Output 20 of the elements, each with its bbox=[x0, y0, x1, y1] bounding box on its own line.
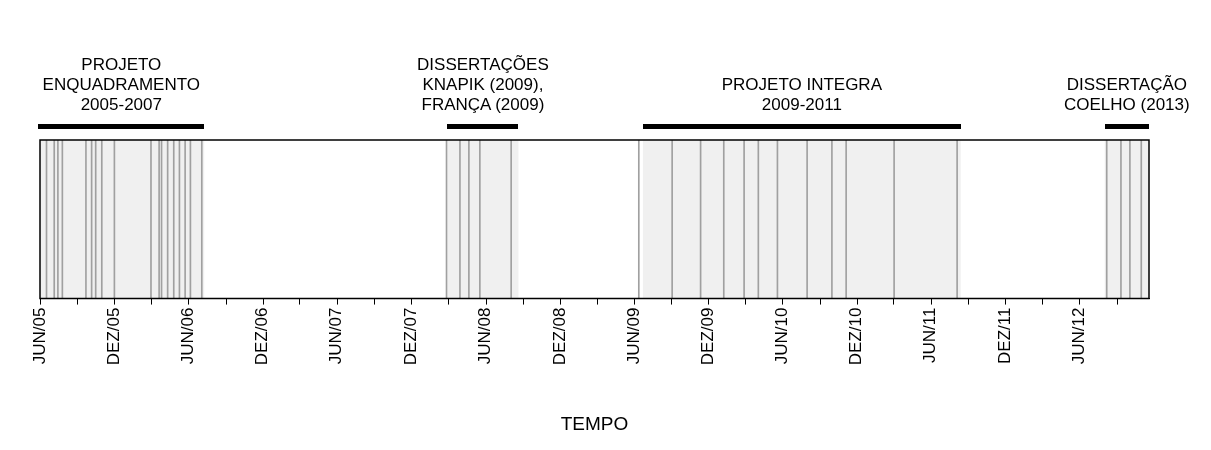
x-tick-label: JUN/09 bbox=[623, 307, 643, 365]
x-tick-label: JUN/06 bbox=[178, 307, 198, 365]
x-tick-label: DEZ/11 bbox=[994, 307, 1014, 364]
x-tick-label: JUN/11 bbox=[920, 307, 940, 364]
band-label: PROJETO ENQUADRAMENTO 2005-2007 bbox=[42, 55, 201, 114]
x-tick-label: DEZ/09 bbox=[698, 307, 718, 366]
x-tick-label: JUN/07 bbox=[326, 307, 346, 365]
band-label: DISSERTAÇÃO COELHO (2013) bbox=[1064, 75, 1190, 114]
band-label: DISSERTAÇÕES KNAPIK (2009), FRANÇA (2009) bbox=[417, 55, 549, 114]
band-label: PROJETO INTEGRA 2009-2011 bbox=[721, 75, 883, 114]
x-tick-label: JUN/12 bbox=[1069, 307, 1089, 365]
x-tick-label: JUN/08 bbox=[475, 307, 495, 365]
x-tick-label: DEZ/08 bbox=[549, 307, 569, 366]
x-tick-label: DEZ/06 bbox=[252, 307, 272, 366]
x-tick-label: DEZ/05 bbox=[104, 307, 124, 366]
x-tick-label: DEZ/10 bbox=[846, 307, 866, 366]
x-axis-title: TEMPO bbox=[560, 412, 629, 434]
x-tick-label: JUN/05 bbox=[29, 307, 49, 365]
x-tick-label: DEZ/07 bbox=[400, 307, 420, 366]
x-tick-label: JUN/10 bbox=[772, 307, 791, 365]
